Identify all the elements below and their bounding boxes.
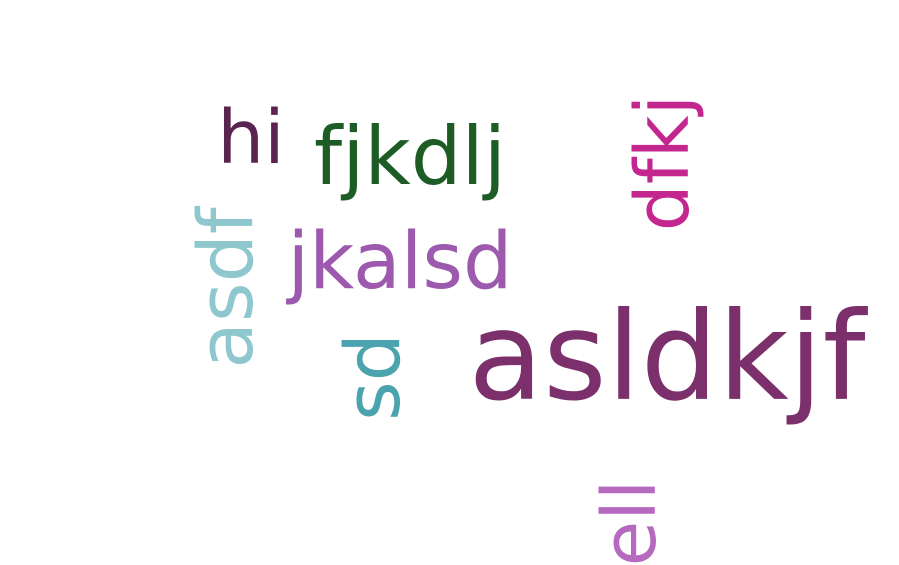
- word-fjkdlj: fjkdlj: [314, 110, 506, 203]
- word-hi: hi: [217, 95, 285, 181]
- word-ell: ell: [587, 479, 673, 565]
- word-sd: sd: [328, 333, 417, 421]
- word-dfkj: dfkj: [620, 94, 706, 232]
- word-asldkjf: asldkjf: [468, 286, 866, 428]
- word-jkalsd: jkalsd: [287, 217, 513, 307]
- word-asdf: asdf: [181, 207, 270, 369]
